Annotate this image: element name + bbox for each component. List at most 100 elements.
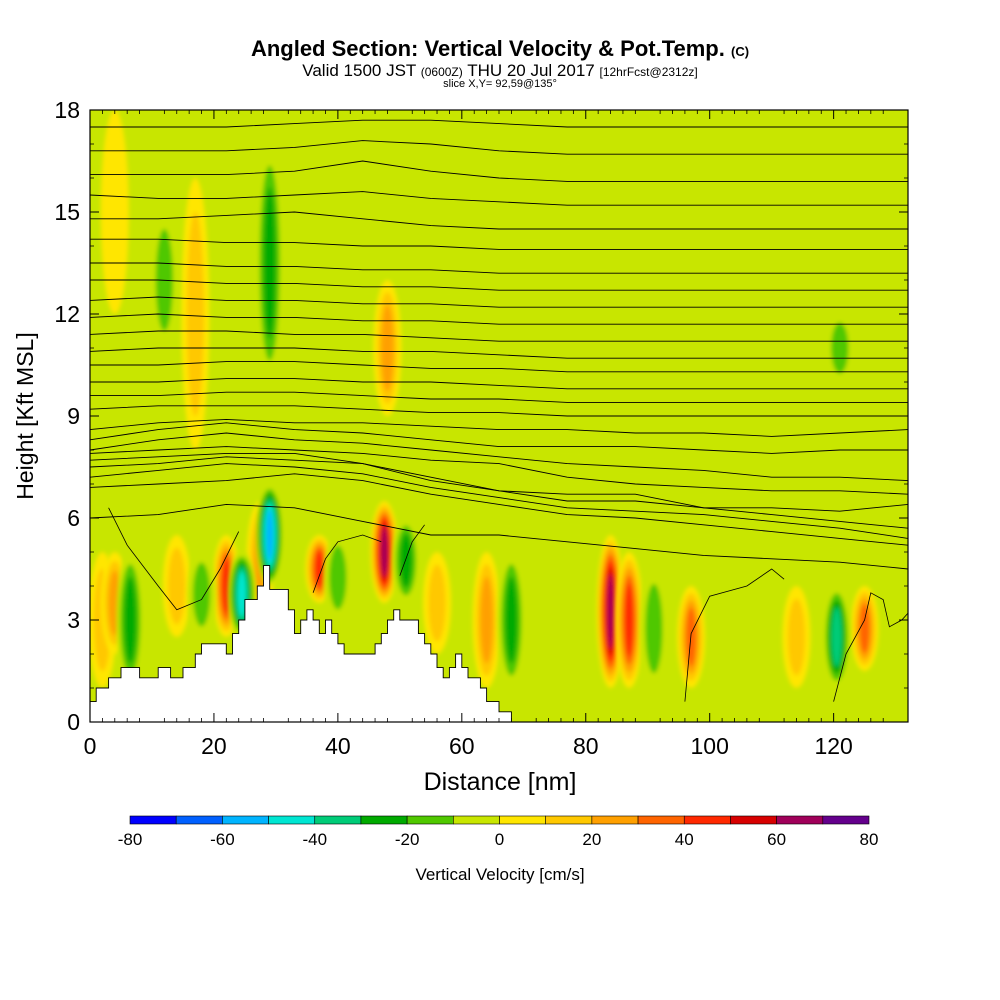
chart-subtitle: Valid 1500 JST (0600Z) THU 20 Jul 2017 […: [0, 61, 1000, 81]
downdraft-core: [639, 569, 668, 688]
velocity-boundary-contour: [108, 507, 240, 611]
theta-contours: [90, 119, 908, 702]
y-tick-label: 18: [54, 97, 80, 123]
y-axis-label: Height [Kft MSL]: [12, 332, 38, 499]
y-tick-label: 12: [54, 301, 80, 327]
velocity-boundary-contour: [684, 568, 785, 702]
theta-contour-line: [90, 405, 908, 417]
y-tick-label: 15: [54, 199, 80, 225]
colorbar-segment: [314, 815, 362, 825]
chart-title: Angled Section: Vertical Velocity & Pot.…: [250, 36, 750, 61]
theta-contour-line: [90, 160, 908, 182]
downdraft-core: [392, 518, 421, 603]
colorbar-segment: [129, 815, 177, 825]
downdraft-core: [116, 552, 145, 688]
colorbar: -80 -60 -40 -20 0 20 40 60 80: [118, 815, 879, 849]
theta-contour-line: [90, 422, 908, 454]
colorbar-segment: [175, 815, 223, 825]
updraft-core: [305, 535, 334, 603]
theta-contour-line: [90, 313, 908, 325]
colorbar-segment: [360, 815, 408, 825]
x-tick-label: 20: [201, 733, 227, 759]
colorbar-segment: [268, 815, 316, 825]
theta-contour-line: [90, 446, 908, 495]
updraft-core: [162, 535, 191, 637]
x-tick-label: 0: [84, 733, 97, 759]
colorbar-tick-label: 80: [860, 830, 879, 849]
updraft-core: [850, 586, 879, 671]
theta-contour-line: [90, 391, 908, 403]
downdraft-core: [825, 314, 854, 382]
theta-contour-line: [90, 361, 908, 373]
y-tick-label: 3: [67, 607, 80, 633]
theta-contour-line: [90, 296, 908, 308]
theta-contour-line: [90, 262, 908, 274]
colorbar-segment: [637, 815, 685, 825]
theta-contour-line: [90, 473, 908, 546]
theta-contour-line: [90, 211, 908, 230]
colorbar-tick-label: -80: [118, 830, 143, 849]
colorbar-label: Vertical Velocity [cm/s]: [415, 865, 584, 884]
updraft-core: [472, 552, 501, 688]
velocity-boundary-contour: [833, 592, 908, 702]
y-tick-label: 0: [67, 709, 80, 735]
velocity-boundary-contour: [399, 524, 425, 576]
downdraft-core: [255, 484, 284, 586]
theta-contour-line: [90, 452, 908, 512]
x-tick-label: 80: [573, 733, 599, 759]
downdraft-core: [323, 535, 352, 620]
colorbar-segment: [730, 815, 777, 825]
theta-contour-line: [90, 503, 908, 570]
theta-contour-line: [90, 432, 908, 482]
axes: 0 20 40 60 80 100 120 0 3 6 9 12 15 18: [54, 97, 908, 759]
colorbar-segment: [776, 815, 824, 825]
colorbar-segment: [453, 815, 500, 825]
y-tick-label: 9: [67, 403, 80, 429]
subtitle-utc: (0600Z): [420, 65, 463, 79]
title-mark: (C): [731, 44, 750, 59]
downdraft-core: [255, 144, 284, 382]
colorbar-segment: [499, 815, 546, 825]
theta-contour-line: [90, 418, 908, 437]
updraft-core: [373, 280, 402, 416]
y-tick-label: 6: [67, 505, 80, 531]
colorbar-segment: [222, 815, 269, 825]
updraft-core: [782, 586, 811, 688]
colorbar-tick-label: 20: [582, 830, 601, 849]
colorbar-segment: [545, 815, 593, 825]
terrain: [90, 565, 908, 722]
downdraft-core: [822, 586, 851, 688]
x-tick-label: 100: [691, 733, 729, 759]
colorbar-segment: [683, 815, 731, 825]
downdraft-core: [497, 552, 526, 688]
velocity-boundary-contour: [312, 534, 382, 593]
updraft-core: [100, 110, 129, 314]
theta-contour-line: [90, 330, 908, 342]
theta-contour-line: [90, 119, 908, 128]
theta-contour-line: [90, 347, 908, 359]
theta-contour-line: [90, 463, 908, 539]
subtitle-date: THU 20 Jul 2017: [467, 61, 595, 80]
subtitle-valid: Valid 1500 JST: [302, 61, 416, 80]
updraft-core: [423, 552, 452, 654]
theta-contour-line: [90, 378, 908, 390]
colorbar-tick-label: 40: [675, 830, 694, 849]
x-axis-label: Distance [nm]: [424, 768, 577, 796]
colorbar-tick-label: -20: [395, 830, 420, 849]
updraft-core: [615, 552, 644, 688]
subtitle-forecast: [12hrFcst@2312z]: [599, 65, 698, 79]
updraft-core: [181, 178, 210, 450]
theta-contour-line: [90, 191, 908, 206]
slice-label: slice X,Y= 92,59@135°: [443, 78, 557, 90]
colorbar-segment: [591, 815, 639, 825]
colorbar-segment: [406, 815, 454, 825]
colorbar-segment: [822, 815, 870, 825]
x-tick-label: 120: [814, 733, 852, 759]
theta-contour-line: [90, 279, 908, 291]
theta-contour-line: [90, 140, 908, 155]
colorbar-tick-label: -60: [210, 830, 235, 849]
colorbar-tick-label: 60: [767, 830, 786, 849]
colorbar-tick-label: 0: [495, 830, 504, 849]
